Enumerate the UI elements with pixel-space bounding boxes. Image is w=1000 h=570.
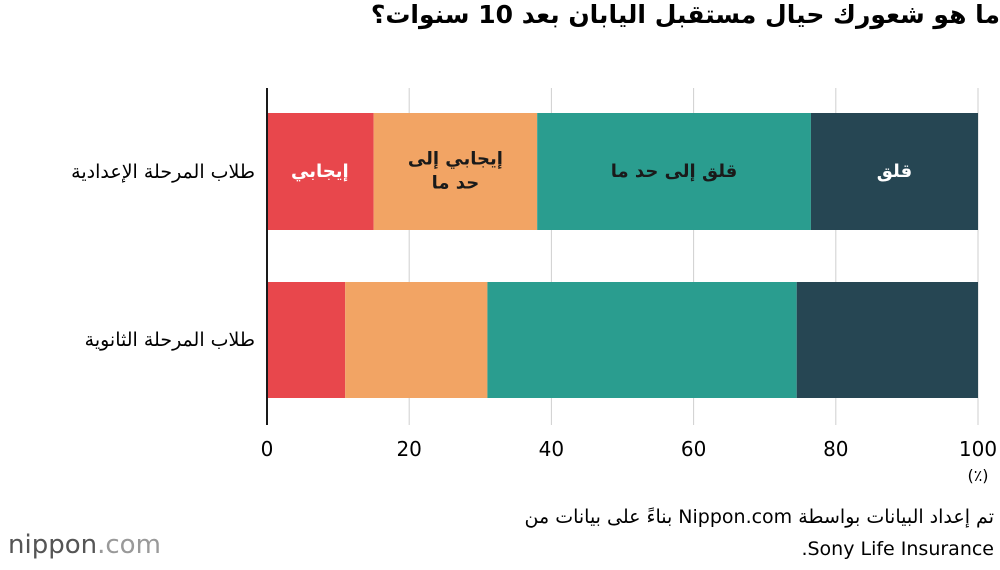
- segment-label: قلق: [876, 160, 913, 182]
- x-tick-label: 60: [680, 437, 707, 461]
- x-tick-label: 40: [538, 437, 565, 461]
- bar-segment: [537, 113, 811, 230]
- bar-segment: [796, 282, 978, 398]
- y-tick-label: طلاب المرحلة الإعدادية: [71, 160, 255, 183]
- bar-segment: [267, 113, 374, 230]
- segment-label: قلق إلى حد ما: [610, 160, 738, 182]
- x-unit: (٪): [967, 466, 989, 485]
- bar-segment: [810, 113, 978, 230]
- bar-segment: [345, 282, 488, 398]
- source-note: تم إعداد البيانات بواسطة Nippon.com بناء…: [524, 506, 994, 528]
- y-tick-label: طلاب المرحلة الثانوية: [84, 329, 255, 351]
- bar-segment: [487, 282, 797, 398]
- chart-title: ما هو شعورك حيال مستقبل اليابان بعد 10 س…: [370, 0, 1000, 29]
- x-tick-label: 0: [260, 437, 274, 461]
- bar-segment: [373, 113, 538, 230]
- segment-label: إيجابي: [290, 160, 349, 182]
- logo-suffix: .com: [97, 530, 161, 560]
- x-tick-label: 80: [823, 437, 849, 461]
- bar-segment: [267, 282, 346, 398]
- logo: nippon.com: [8, 530, 161, 560]
- logo-name: nippon: [8, 530, 98, 560]
- source-note: Sony Life Insurance.: [801, 538, 994, 560]
- segment-label: إيجابي إلى حد ما: [407, 148, 503, 194]
- x-tick-label: 100: [958, 437, 998, 461]
- x-tick-label: 20: [396, 437, 422, 461]
